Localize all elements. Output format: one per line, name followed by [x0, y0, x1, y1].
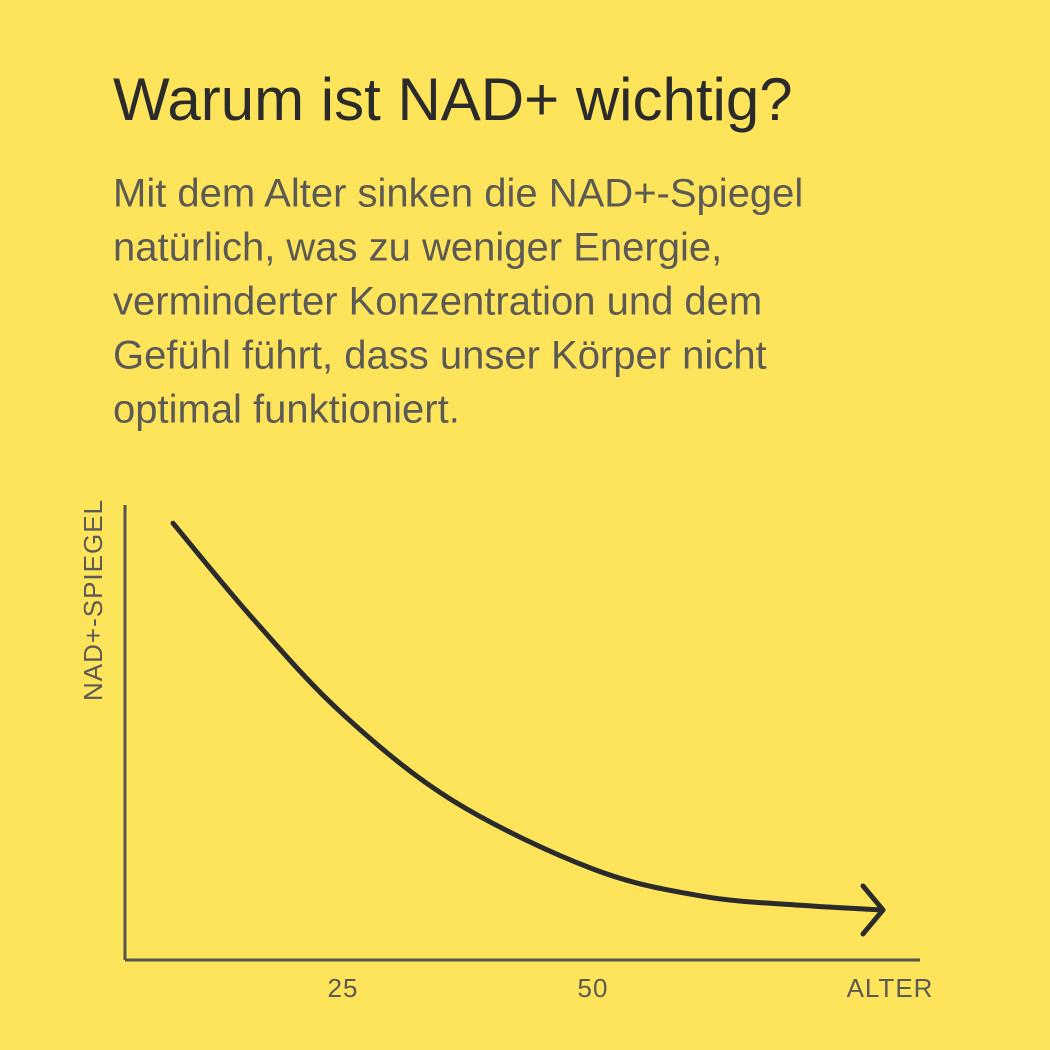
arrow-head: [860, 883, 886, 937]
line: [170, 520, 886, 913]
y-axis-label: NAD+-SPIEGEL: [78, 499, 108, 701]
x-tick-label: 50: [578, 973, 609, 1003]
subtitle-line: natürlich, was zu weniger Energie,: [113, 226, 722, 270]
subtitle-line: optimal funktioniert.: [113, 388, 460, 432]
chart-title: Warum ist NAD+ wichtig?: [113, 66, 793, 133]
x-axis-label: ALTER: [847, 973, 934, 1003]
x-tick-label: 25: [328, 973, 359, 1003]
subtitle-line: Mit dem Alter sinken die NAD+-Spiegel: [113, 172, 803, 216]
subtitle-line: verminderter Konzentration und dem: [113, 280, 762, 324]
subtitle-line: Gefühl führt, dass unser Körper nicht: [113, 334, 767, 378]
